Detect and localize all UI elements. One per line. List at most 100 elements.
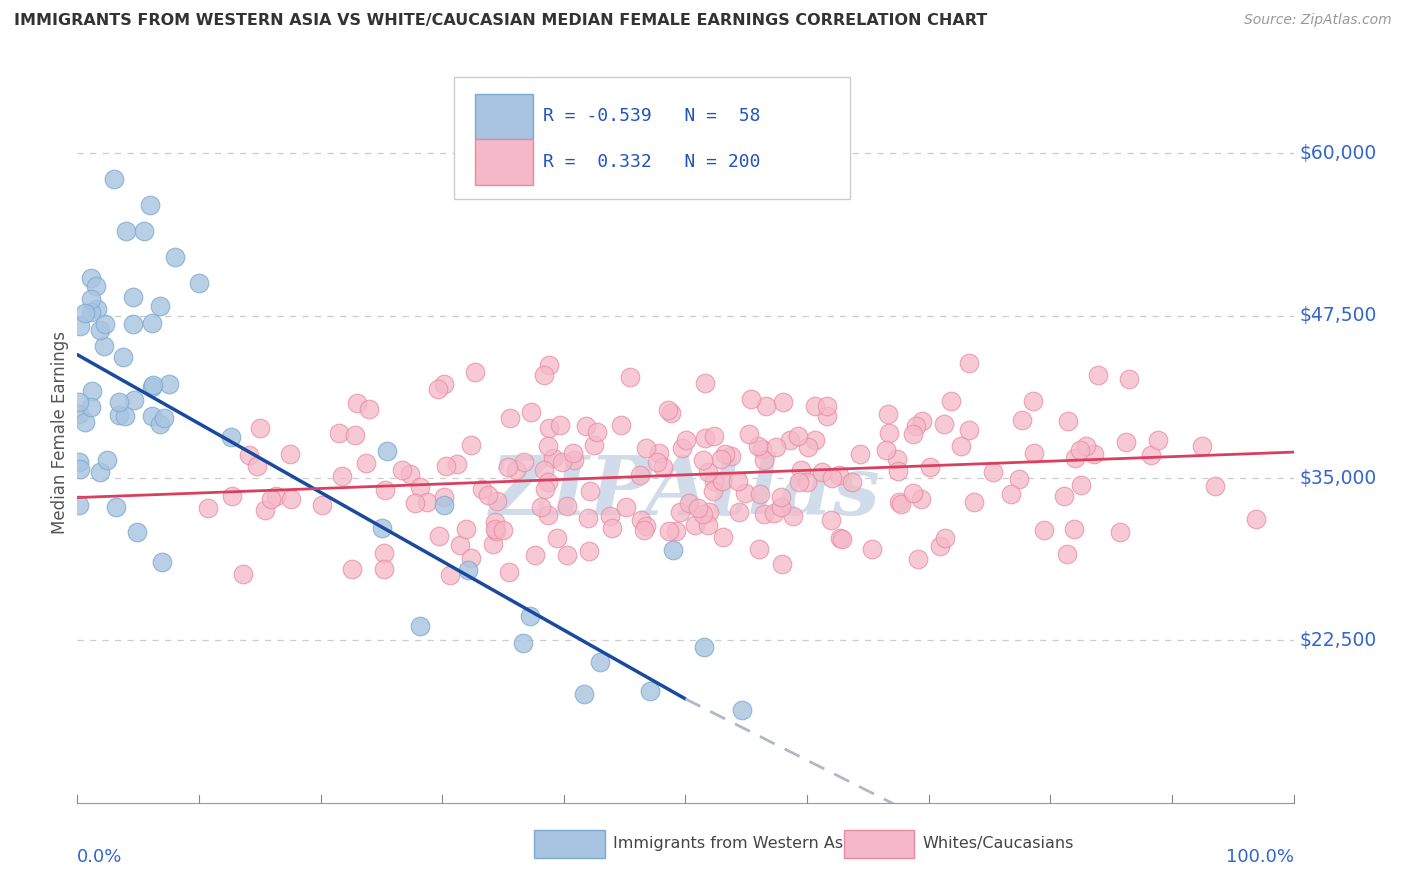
Point [519, 609, 541, 624]
Point [67, 455, 90, 469]
Point [572, 687, 595, 701]
Point [820, 512, 842, 526]
Point [73, 415, 96, 429]
Point [619, 369, 641, 384]
Point [963, 495, 986, 509]
Point [80, 292, 103, 306]
Point [738, 427, 761, 442]
Point [941, 393, 963, 408]
Point [693, 640, 716, 654]
Point [471, 482, 494, 496]
Point [628, 467, 651, 482]
Point [779, 434, 801, 448]
Point [141, 409, 163, 424]
Point [94, 317, 117, 331]
Point [157, 377, 180, 392]
Point [433, 498, 456, 512]
Point [647, 455, 669, 469]
Point [534, 482, 557, 496]
Point [112, 350, 135, 364]
Point [599, 509, 621, 524]
Point [107, 395, 129, 409]
Point [96, 453, 118, 467]
Point [860, 541, 883, 556]
Point [141, 316, 163, 330]
Point [828, 467, 851, 482]
Point [373, 561, 395, 575]
Point [484, 515, 506, 529]
Point [219, 430, 242, 444]
Point [328, 426, 350, 441]
Point [950, 439, 973, 453]
Point [957, 356, 980, 370]
Point [754, 453, 776, 467]
Point [821, 471, 844, 485]
Point [797, 441, 820, 455]
Point [537, 439, 560, 453]
Point [433, 376, 456, 391]
Point [484, 522, 506, 536]
Point [533, 463, 555, 477]
Point [449, 538, 471, 552]
Point [104, 500, 127, 515]
Point [803, 433, 825, 447]
Point [434, 458, 457, 473]
Point [69, 319, 91, 334]
Point [460, 551, 482, 566]
Point [754, 507, 776, 521]
Point [477, 488, 499, 502]
Point [249, 421, 271, 435]
Point [492, 523, 515, 537]
Point [551, 454, 574, 468]
Point [600, 521, 623, 535]
Point [589, 655, 612, 669]
Point [163, 250, 186, 264]
Point [692, 507, 714, 521]
Point [787, 429, 810, 443]
Point [1244, 512, 1267, 526]
Point [80, 400, 103, 414]
Point [692, 453, 714, 467]
Point [456, 522, 478, 536]
Point [636, 441, 658, 455]
Point [538, 358, 561, 372]
Point [280, 492, 302, 507]
Point [727, 505, 749, 519]
Point [905, 418, 928, 433]
Point [115, 224, 138, 238]
Point [188, 277, 211, 291]
Point [907, 552, 929, 566]
Point [485, 524, 508, 539]
Point [640, 683, 662, 698]
Point [496, 459, 519, 474]
Point [153, 411, 176, 425]
Point [811, 465, 834, 479]
Point [815, 409, 838, 423]
Point [910, 491, 932, 506]
Point [877, 407, 900, 421]
Point [543, 450, 565, 465]
Point [391, 463, 413, 477]
Point [533, 368, 555, 383]
Point [82, 384, 104, 399]
Point [1147, 434, 1170, 448]
Point [582, 438, 605, 452]
Point [330, 469, 353, 483]
Point [1191, 439, 1213, 453]
Point [576, 511, 599, 525]
Point [901, 427, 924, 442]
Text: 100.0%: 100.0% [1226, 848, 1294, 866]
Point [197, 501, 219, 516]
Point [731, 703, 754, 717]
Point [610, 417, 633, 432]
Point [520, 405, 543, 419]
Point [359, 401, 381, 416]
Point [486, 493, 509, 508]
Point [457, 563, 479, 577]
Point [246, 458, 269, 473]
Point [769, 500, 792, 514]
Point [671, 442, 693, 456]
Point [340, 562, 363, 576]
Point [651, 460, 673, 475]
Point [254, 503, 277, 517]
